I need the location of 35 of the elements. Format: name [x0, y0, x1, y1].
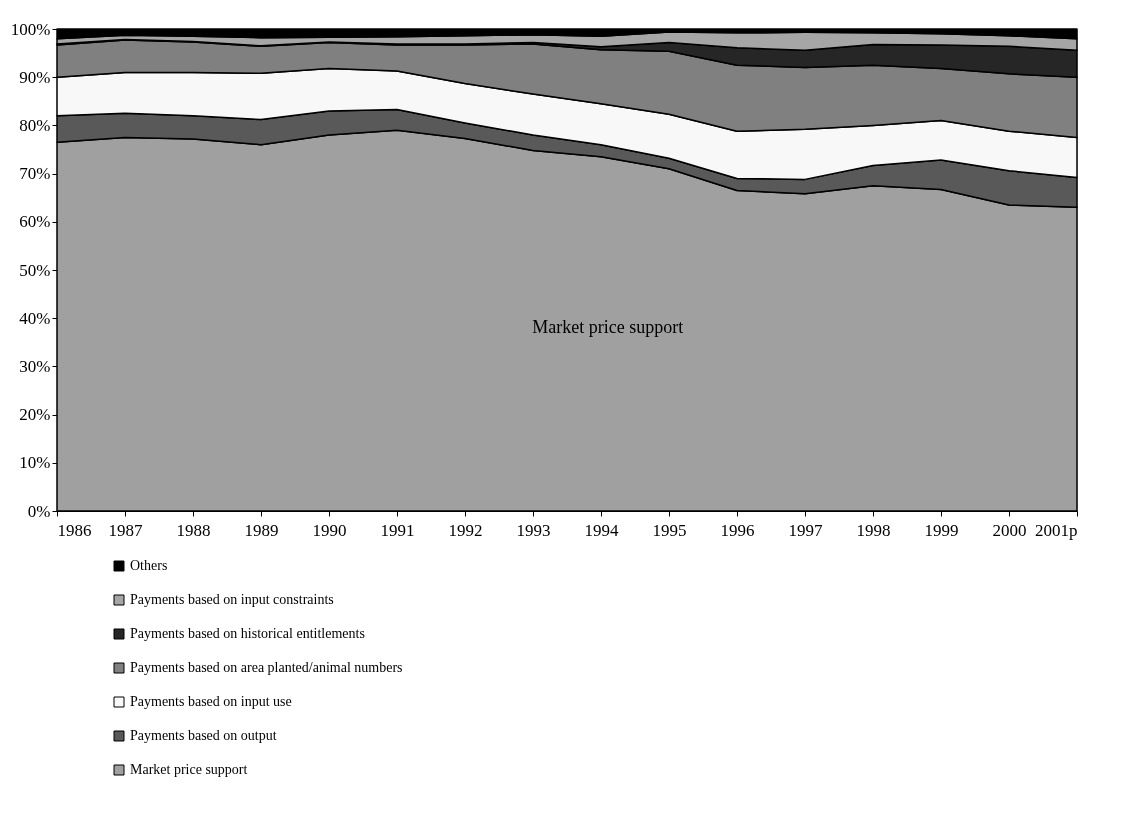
x-tick-label: 1999	[924, 520, 959, 540]
legend-label: Market price support	[130, 762, 248, 777]
x-tick-label: 2000	[992, 520, 1027, 540]
y-tick-label: 90%	[19, 67, 51, 87]
x-tick-label: 1987	[108, 520, 143, 540]
x-tick-label: 1990	[312, 520, 347, 540]
y-tick-label: 50%	[19, 260, 51, 280]
legend-label: Payments based on input use	[130, 694, 292, 709]
x-tick-label: 1998	[856, 520, 891, 540]
y-tick-label: 60%	[19, 212, 51, 232]
x-tick-label: 1988	[176, 520, 211, 540]
annotation: Market price support	[532, 316, 684, 337]
y-tick-label: 30%	[19, 356, 51, 376]
y-tick-label: 70%	[19, 164, 51, 184]
y-tick-label: 20%	[19, 405, 51, 425]
x-tick-label: 1994	[584, 520, 619, 540]
x-tick-label: 1992	[448, 520, 483, 540]
x-tick-label: 1989	[244, 520, 279, 540]
x-tick-label: 1995	[652, 520, 687, 540]
x-tick-label: 1991	[380, 520, 415, 540]
x-tick-label: 1986	[57, 520, 92, 540]
legend-label: Payments based on historical entitlements	[130, 626, 365, 641]
y-tick-label: 10%	[19, 453, 51, 473]
y-tick-label: 80%	[19, 115, 51, 135]
legend-label: Payments based on output	[130, 728, 277, 743]
legend-label: Payments based on area planted/animal numbers	[130, 660, 403, 675]
legend-label: Others	[130, 558, 168, 573]
x-tick-label: 2001p	[1035, 520, 1078, 540]
y-tick-label: 0%	[27, 501, 51, 521]
y-tick-label: 100%	[10, 19, 51, 39]
x-tick-label: 1993	[516, 520, 551, 540]
legend-label: Payments based on input constraints	[130, 592, 334, 607]
x-tick-label: 1997	[788, 520, 823, 540]
x-tick-label: 1996	[720, 520, 755, 540]
y-tick-label: 40%	[19, 308, 51, 328]
